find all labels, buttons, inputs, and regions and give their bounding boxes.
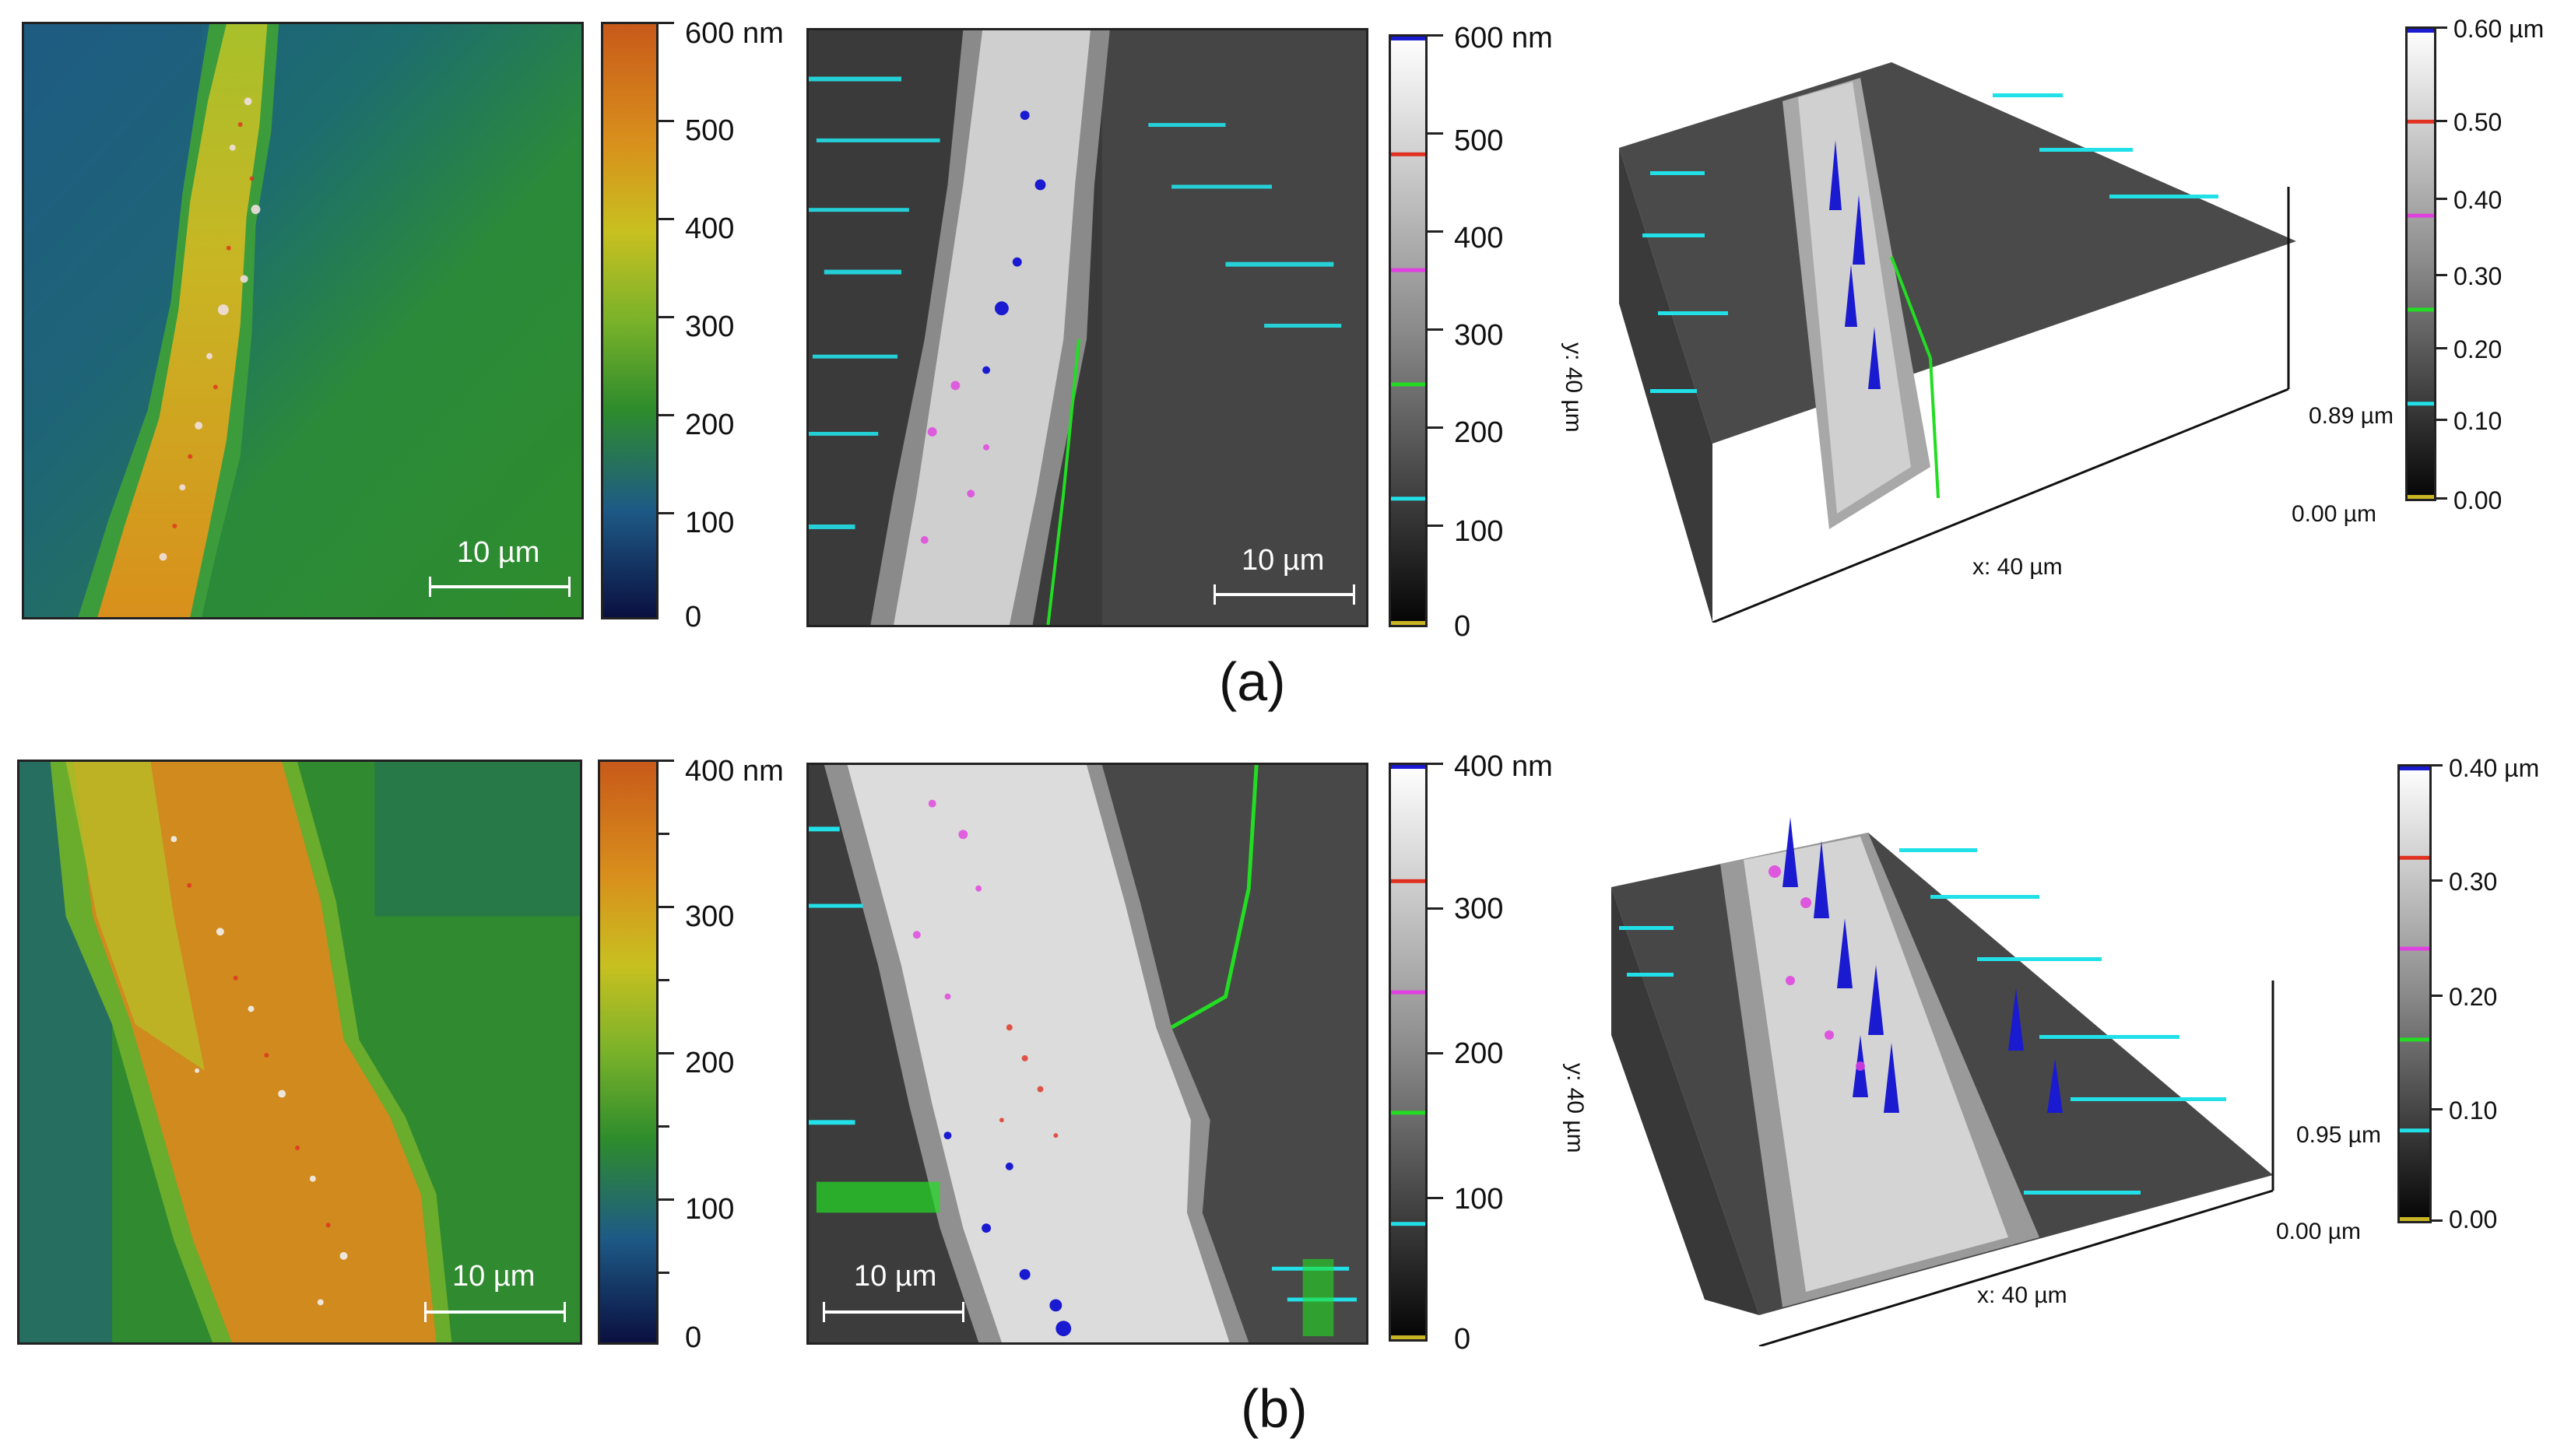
tick-label: 200 xyxy=(1454,416,1504,449)
panel-a-threshold-ticks: 600 nm 500 400 300 200 100 0 xyxy=(1428,23,1553,641)
tick-label: 300 xyxy=(685,900,735,933)
panel-b-threshold-map: 10 µm xyxy=(806,763,1368,1345)
tick-label: 200 xyxy=(1454,1037,1504,1070)
panel-a-height-colorbar xyxy=(601,22,659,619)
scale-bar-label: 10 µm xyxy=(452,1260,536,1293)
tick-label: 0.40 xyxy=(2453,186,2503,214)
tick-label: 400 xyxy=(1454,222,1504,254)
tick-label: 0 xyxy=(685,1321,702,1354)
z-max-label: 0.89 µm xyxy=(2309,403,2394,429)
z-min-label: 0.00 µm xyxy=(2276,1219,2361,1244)
scale-bar xyxy=(1214,584,1355,605)
scale-bar xyxy=(823,1302,964,1322)
tick-label: 100 xyxy=(685,507,735,539)
y-axis-label: y: 40 µm xyxy=(1562,1063,1588,1153)
panel-a-threshold-colorbar xyxy=(1389,34,1428,627)
tick-label: 500 xyxy=(685,114,735,147)
tick-label: 100 xyxy=(1454,515,1504,548)
panel-a-3d-colorbar xyxy=(2405,26,2436,501)
tick-label: 0 xyxy=(685,601,702,633)
panel-b-threshold-ticks: 400 nm 300 200 100 0 xyxy=(1428,752,1553,1354)
tick-label: 0.20 xyxy=(2453,335,2503,363)
y-axis-label: y: 40 µm xyxy=(1561,342,1586,433)
tick-label: 300 xyxy=(1454,319,1504,352)
scale-bar-label: 10 µm xyxy=(1242,544,1325,577)
z-min-label: 0.00 µm xyxy=(2292,501,2376,527)
tick-label: 400 nm xyxy=(1454,750,1553,783)
panel-a-height-ticks: 600 nm 500 400 300 200 100 0 xyxy=(659,17,784,632)
tick-label: 400 xyxy=(685,212,735,245)
tick-label: 600 nm xyxy=(685,17,784,50)
panel-a-3d-surface xyxy=(1603,62,2304,623)
panel-b-height-map: 10 µm xyxy=(17,760,582,1345)
panel-a-height-map: 10 µm xyxy=(22,22,584,619)
x-axis-label: x: 40 µm xyxy=(1972,554,2063,580)
tick-label: 0.00 xyxy=(2453,486,2503,514)
panel-a-threshold-map: 10 µm xyxy=(806,28,1368,627)
z-max-label: 0.95 µm xyxy=(2296,1122,2381,1148)
tick-label: 200 xyxy=(685,1047,735,1079)
tick-label: 0.60 µm xyxy=(2453,15,2545,43)
scale-bar xyxy=(429,577,571,597)
tick-label: 200 xyxy=(685,409,735,441)
scale-bar-label: 10 µm xyxy=(457,536,540,569)
tick-label: 100 xyxy=(685,1193,735,1226)
tick-label: 300 xyxy=(685,310,735,343)
tick-label: 0.10 xyxy=(2449,1096,2498,1124)
tick-label: 0.20 xyxy=(2449,983,2498,1011)
tick-label: 0.40 µm xyxy=(2449,754,2540,782)
panel-b-3d-surface xyxy=(1603,802,2288,1346)
panel-b-3d-ticks: 0.40 µm 0.30 0.20 0.10 0.00 xyxy=(2432,754,2548,1233)
tick-label: 100 xyxy=(1454,1183,1504,1216)
x-axis-label: x: 40 µm xyxy=(1977,1282,2067,1308)
tick-label: 0.30 xyxy=(2449,868,2498,896)
tick-label: 0 xyxy=(1454,1323,1471,1356)
tick-label: 0.10 xyxy=(2453,407,2503,435)
panel-b-threshold-colorbar xyxy=(1389,763,1428,1342)
tick-label: 300 xyxy=(1454,893,1504,925)
panel-a-3d-ticks: 0.60 µm 0.50 0.40 0.30 0.20 0.10 0.00 xyxy=(2436,15,2545,514)
panel-b-3d-colorbar xyxy=(2397,764,2432,1223)
panel-b-label: (b) xyxy=(1241,1378,1308,1439)
tick-label: 0.30 xyxy=(2453,262,2503,290)
tick-label: 400 nm xyxy=(685,755,784,788)
panel-b-height-colorbar xyxy=(598,760,659,1345)
tick-label: 500 xyxy=(1454,125,1504,157)
scale-bar-label: 10 µm xyxy=(854,1260,937,1293)
tick-label: 600 nm xyxy=(1454,22,1553,54)
panel-b-height-ticks: 400 nm 300 200 100 0 xyxy=(659,756,784,1353)
scale-bar xyxy=(424,1302,566,1322)
tick-label: 0.00 xyxy=(2449,1205,2498,1233)
tick-label: 0.50 xyxy=(2453,108,2503,136)
panel-a-label: (a) xyxy=(1219,651,1286,712)
tick-label: 0 xyxy=(1454,610,1471,643)
